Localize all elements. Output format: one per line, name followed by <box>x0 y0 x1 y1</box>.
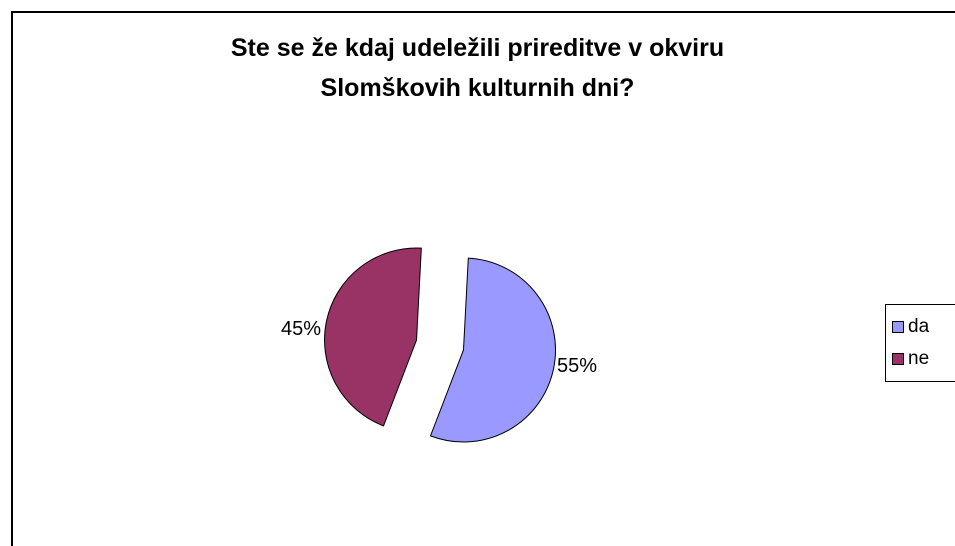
legend-item-ne: ne <box>892 346 929 372</box>
legend-label-da: da <box>908 316 930 337</box>
pie-slice-da <box>429 257 556 443</box>
legend-label-ne: ne <box>908 348 930 369</box>
pie-slice-ne <box>324 247 422 427</box>
chart-title: Ste se že kdaj udeležili prireditve v ok… <box>0 28 955 108</box>
chart-title-line-2: Slomškovih kulturnih dni? <box>320 74 635 102</box>
data-label-ne: 45% <box>281 318 321 340</box>
legend-item-da: da <box>892 314 929 340</box>
chart-title-line-1: Ste se že kdaj udeležili prireditve v ok… <box>230 34 725 62</box>
pie-slices <box>324 247 556 443</box>
pie-labels: 55% 45% <box>281 318 597 377</box>
data-label-da: 55% <box>557 355 597 377</box>
legend-swatch-ne <box>892 353 904 365</box>
legend: da ne <box>885 304 955 382</box>
legend-swatch-da <box>892 321 904 333</box>
